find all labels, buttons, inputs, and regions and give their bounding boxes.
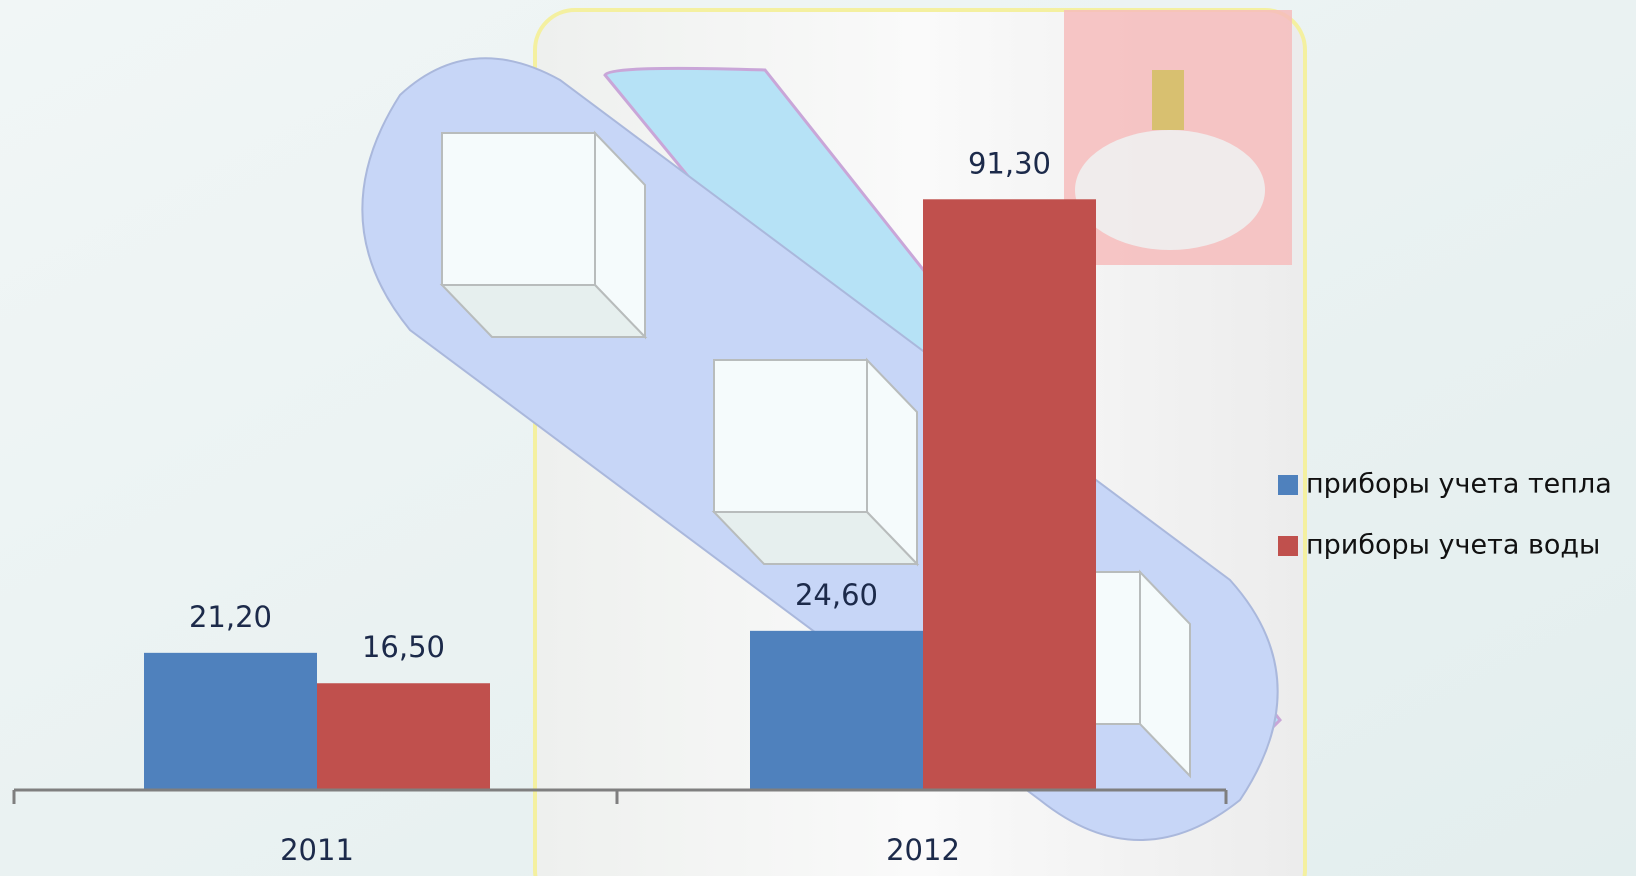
value-label: 91,30 [968, 146, 1051, 180]
bar [923, 199, 1096, 790]
value-label: 16,50 [362, 630, 445, 664]
bar [750, 630, 923, 790]
value-label: 21,20 [189, 600, 272, 634]
legend-swatch [1278, 536, 1298, 556]
bar [317, 683, 490, 790]
x-tick-label: 2012 [886, 833, 960, 867]
legend-label: приборы учета воды [1306, 530, 1600, 561]
legend-label: приборы учета тепла [1306, 469, 1612, 500]
x-tick-label: 2011 [280, 833, 354, 867]
bar [144, 652, 317, 790]
x-axis [12, 788, 1228, 804]
legend-swatch [1278, 475, 1298, 495]
value-label: 24,60 [795, 578, 878, 612]
